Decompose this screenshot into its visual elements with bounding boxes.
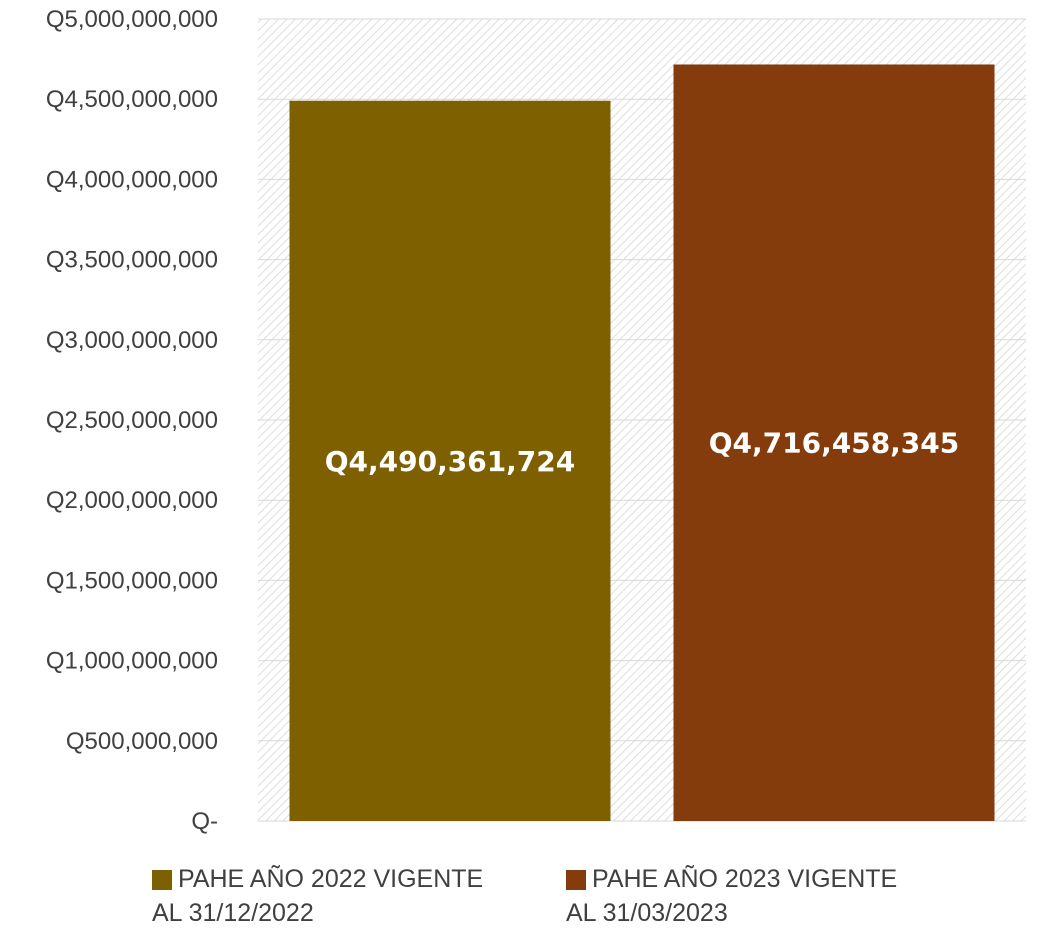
y-tick-label: Q3,500,000,000 [46,247,218,274]
y-tick-label: Q500,000,000 [66,728,218,755]
y-tick-label: Q1,000,000,000 [46,648,218,675]
legend-item-2023: PAHE AÑO 2023 VIGENTE AL 31/03/2023 [566,862,952,930]
legend-label-2023-line2: AL 31/03/2023 [566,899,728,927]
data-label-2: Q4,716,458,345 [709,427,960,460]
y-axis: Q- Q500,000,000 Q1,000,000,000 Q1,500,000,0… [46,6,218,835]
legend-label-2023: PAHE AÑO 2023 VIGENTE AL 31/03/2023 [566,862,952,930]
y-tick-label: Q2,500,000,000 [46,407,218,434]
bars [289,64,995,822]
data-labels: Q4,490,361,724 Q4,716,458,345 [325,427,960,478]
legend-swatch-2022 [152,870,172,890]
bar-chart: Q- Q500,000,000 Q1,000,000,000 Q1,500,000,0… [46,6,1026,835]
y-tick-label: Q5,000,000,000 [46,6,218,33]
legend-swatch-2023 [566,870,586,890]
y-tick-label: Q3,000,000,000 [46,327,218,354]
y-tick-label: Q4,500,000,000 [46,86,218,113]
bar-2 [673,64,995,821]
legend: PAHE AÑO 2022 VIGENTE AL 31/12/2022 PAHE… [0,862,1041,932]
y-tick-label: Q2,000,000,000 [46,487,218,514]
legend-item-2022: PAHE AÑO 2022 VIGENTE AL 31/12/2022 [152,862,538,930]
legend-label-2022-line1: PAHE AÑO 2022 VIGENTE [178,865,484,893]
y-tick-label: Q1,500,000,000 [46,567,218,594]
legend-label-2023-line1: PAHE AÑO 2023 VIGENTE [592,865,898,893]
data-label-1: Q4,490,361,724 [325,445,576,478]
bar-1 [289,100,611,822]
y-tick-label: Q- [191,808,218,835]
y-tick-label: Q4,000,000,000 [46,166,218,193]
legend-label-2022: PAHE AÑO 2022 VIGENTE AL 31/12/2022 [152,862,538,930]
legend-label-2022-line2: AL 31/12/2022 [152,899,314,927]
